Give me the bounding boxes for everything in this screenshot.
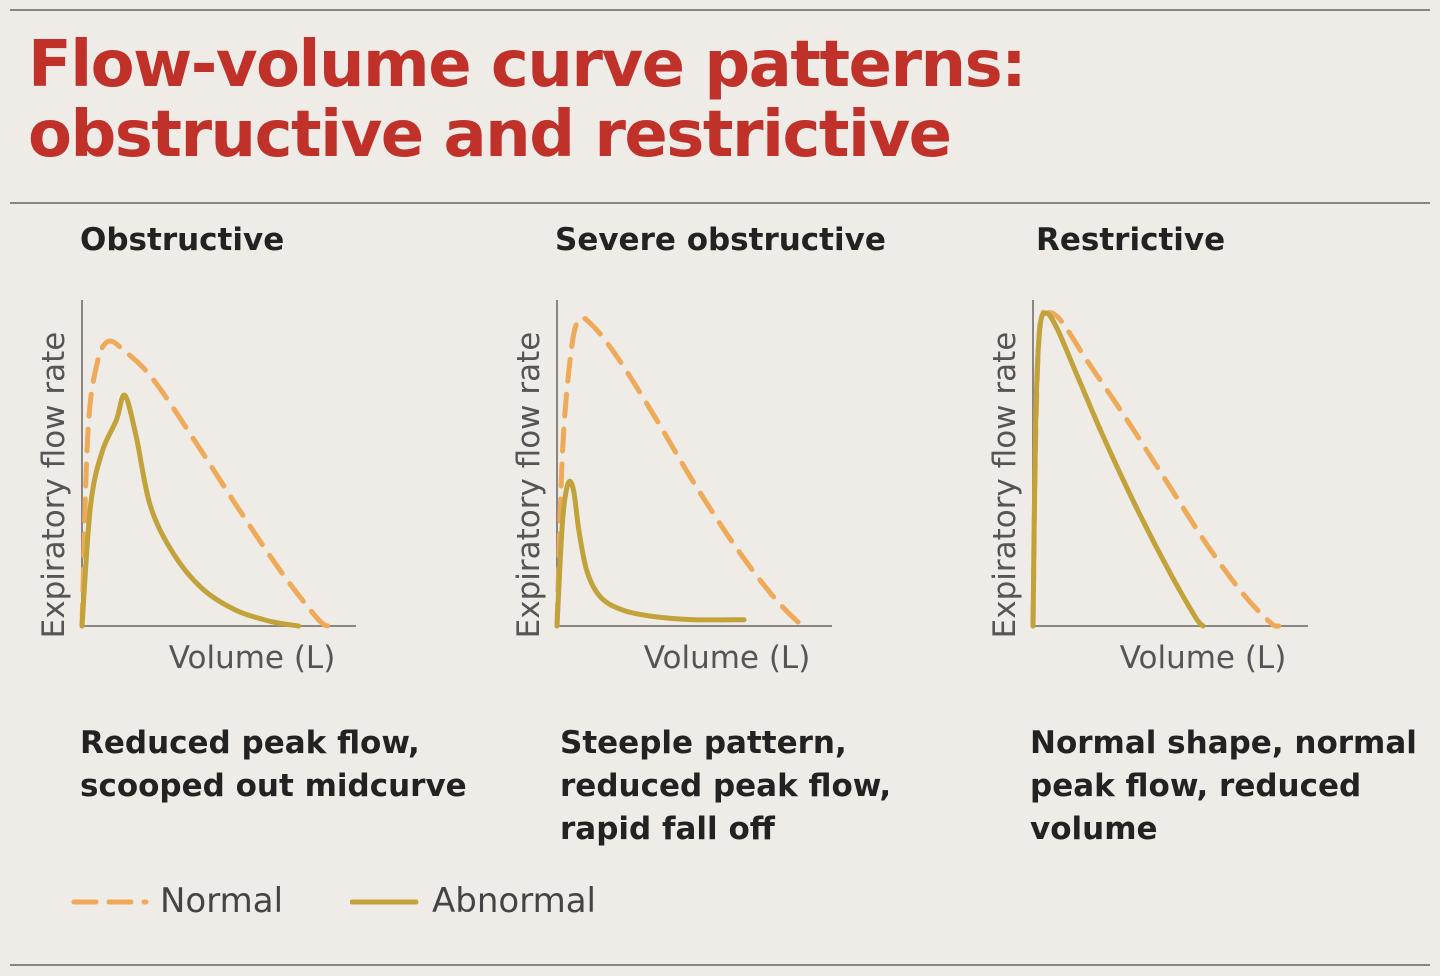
abnormal-curve-obstructive — [79, 392, 302, 629]
panel-description-severe-obstructive: Steeple pattern, reduced peak flow, rapi… — [560, 725, 892, 847]
panel-title-restrictive: Restrictive — [1036, 222, 1226, 258]
legend-normal-swatch — [71, 899, 149, 905]
normal-curve-severe-obstructive — [554, 315, 810, 629]
chart-restrictive: Expiratory flow rate Volume (L) — [987, 300, 1308, 676]
y-axis-label-restrictive: Expiratory flow rate — [987, 332, 1023, 639]
abnormal-curve-severe-obstructive — [554, 478, 747, 629]
x-axis-label-restrictive: Volume (L) — [1120, 640, 1287, 676]
title-divider — [10, 202, 1430, 204]
panel-description-restrictive: Normal shape, normal peak flow, reduced … — [1030, 725, 1417, 847]
bottom-rule — [10, 964, 1430, 966]
y-axis-label-obstructive: Expiratory flow rate — [36, 332, 72, 639]
x-axis-label-obstructive: Volume (L) — [169, 640, 336, 676]
panel-title-obstructive: Obstructive — [80, 222, 285, 258]
abnormal-curve-restrictive — [1030, 310, 1206, 629]
top-rule — [10, 9, 1430, 11]
panel-description-obstructive: Reduced peak flow, scooped out midcurve — [80, 725, 467, 804]
x-axis-label-severe-obstructive: Volume (L) — [644, 640, 811, 676]
legend-abnormal-label: Abnormal — [432, 881, 596, 921]
chart-obstructive: Expiratory flow rate Volume (L) — [36, 300, 356, 676]
panel-title-severe-obstructive: Severe obstructive — [555, 222, 886, 258]
legend-normal-label: Normal — [160, 881, 284, 921]
legend-abnormal-swatch — [350, 899, 419, 905]
chart-severe-obstructive: Expiratory flow rate Volume (L) — [511, 300, 832, 676]
y-axis-label-severe-obstructive: Expiratory flow rate — [511, 332, 547, 639]
infographic-title: Flow-volume curve patterns: obstructive … — [28, 28, 1027, 172]
normal-curve-obstructive — [79, 338, 333, 629]
